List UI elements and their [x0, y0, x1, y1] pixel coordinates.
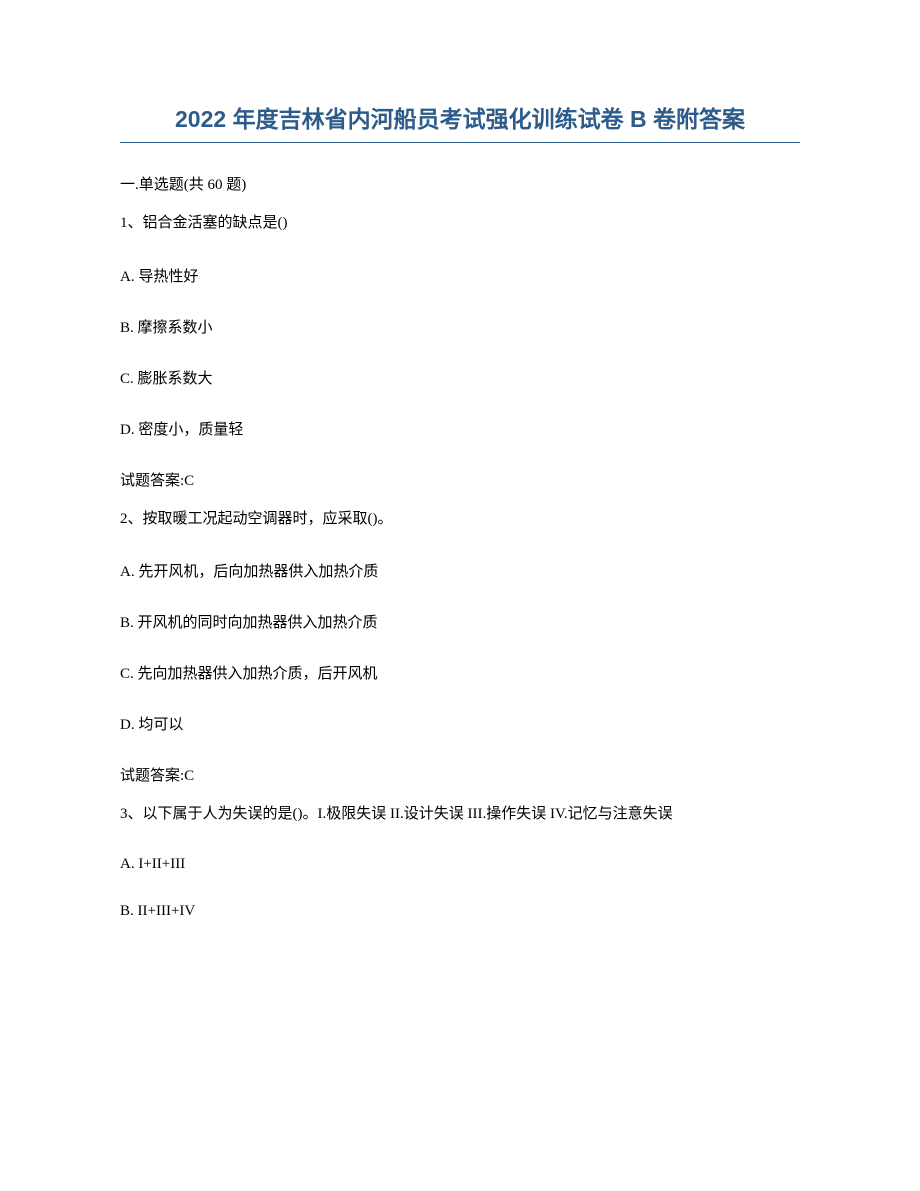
question-3-text: 3、以下属于人为失误的是()。I.极限失误 II.设计失误 III.操作失误 I…	[120, 803, 800, 826]
section-header: 一.单选题(共 60 题)	[120, 173, 800, 194]
question-1-text: 1、铝合金活塞的缺点是()	[120, 212, 800, 235]
question-2-number: 2、	[120, 511, 143, 527]
question-2-text: 2、按取暖工况起动空调器时，应采取()。	[120, 508, 800, 531]
question-1-body: 铝合金活塞的缺点是()	[143, 215, 288, 231]
question-1-number: 1、	[120, 215, 143, 231]
question-1-option-c: C. 膨胀系数大	[120, 367, 800, 388]
question-1-option-a: A. 导热性好	[120, 265, 800, 286]
question-1-answer: 试题答案:C	[120, 469, 800, 490]
document-title: 2022 年度吉林省内河船员考试强化训练试卷 B 卷附答案	[120, 100, 800, 143]
question-2-body: 按取暖工况起动空调器时，应采取()。	[143, 511, 393, 527]
question-2-answer: 试题答案:C	[120, 764, 800, 785]
question-2-option-a: A. 先开风机，后向加热器供入加热介质	[120, 560, 800, 581]
question-2-option-b: B. 开风机的同时向加热器供入加热介质	[120, 611, 800, 632]
question-2-option-d: D. 均可以	[120, 713, 800, 734]
question-3-number: 3、	[120, 806, 143, 822]
question-1-option-b: B. 摩擦系数小	[120, 316, 800, 337]
question-3-option-b: B. II+III+IV	[120, 903, 800, 920]
question-2-option-c: C. 先向加热器供入加热介质，后开风机	[120, 662, 800, 683]
question-1-option-d: D. 密度小，质量轻	[120, 418, 800, 439]
question-3-option-a: A. I+II+III	[120, 856, 800, 873]
question-3-body: 以下属于人为失误的是()。I.极限失误 II.设计失误 III.操作失误 IV.…	[143, 806, 673, 822]
